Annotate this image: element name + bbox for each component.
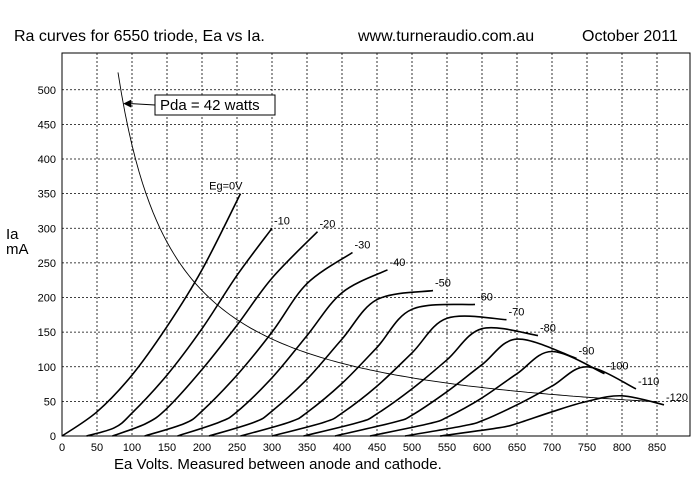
series-line (439, 394, 665, 437)
x-tick-label: 50 (91, 442, 103, 454)
x-tick-label: 250 (228, 442, 246, 454)
x-tick-label: 800 (613, 442, 631, 454)
y-tick-label: 450 (38, 119, 56, 131)
series-label: -40 (390, 257, 406, 269)
website-url: www.turneraudio.com.au (358, 28, 535, 45)
x-tick-label: 700 (543, 442, 561, 454)
y-tick-label: 500 (38, 85, 56, 97)
grid (62, 53, 690, 436)
y-tick-label: 150 (38, 327, 56, 339)
series-line (144, 251, 353, 437)
x-tick-label: 150 (158, 442, 176, 454)
y-axis-label-line2: mA (6, 241, 29, 258)
plot-frame (61, 52, 691, 437)
chart-date: October 2011 (582, 28, 678, 45)
series-label: Eg=0V (209, 181, 243, 193)
pda-curve-line (117, 72, 658, 403)
series-line (303, 326, 539, 437)
series-label: -110 (638, 376, 659, 388)
x-tick-label: 450 (368, 442, 386, 454)
x-tick-label: 600 (473, 442, 491, 454)
series-line (404, 365, 637, 437)
triode-curves (61, 193, 665, 437)
x-tick-label: 300 (263, 442, 281, 454)
series-line (61, 193, 242, 437)
series-label: -50 (435, 278, 451, 290)
curve-labels: Eg=0V -10 -20 -30 -40 -50 -60 -70 -80 -90 -100 -110… (209, 181, 688, 404)
series-line (112, 231, 319, 437)
x-tick-label: 550 (438, 442, 456, 454)
series-line (177, 269, 388, 437)
y-tick-label: 100 (38, 362, 56, 374)
series-line (208, 289, 434, 437)
series-label: -10 (274, 215, 290, 227)
series-line (240, 303, 476, 437)
x-tick-label: 400 (333, 442, 351, 454)
pda-arrow-head (123, 99, 132, 108)
x-tick-label: 750 (578, 442, 596, 454)
pda-arrow-line (131, 103, 156, 106)
series-label: -80 (540, 323, 556, 335)
y-tick-label: 250 (38, 258, 56, 270)
y-tick-label: 350 (38, 189, 56, 201)
pda-label: Pda = 42 watts (160, 97, 260, 114)
x-axis-label: Ea Volts. Measured between anode and cat… (114, 456, 442, 473)
x-tick-label: 200 (193, 442, 211, 454)
y-tick-label: 200 (38, 293, 56, 305)
y-tick-label: 0 (50, 431, 56, 443)
series-label: -70 (509, 307, 525, 319)
x-tick-label: 350 (298, 442, 316, 454)
x-tick-label: 100 (123, 442, 141, 454)
chart-title: Ra curves for 6550 triode, Ea vs Ia. (14, 28, 265, 45)
y-axis-label-line1: Ia (6, 226, 19, 243)
y-tick-label: 50 (44, 396, 56, 408)
series-line (369, 350, 605, 437)
series-line (86, 227, 273, 437)
pda-curve: Pda = 42 watts (117, 72, 658, 403)
x-tick-label: 650 (508, 442, 526, 454)
series-label: -20 (320, 219, 336, 231)
x-tick-label: 850 (648, 442, 666, 454)
y-tick-label: 400 (38, 154, 56, 166)
series-label: -120 (666, 392, 688, 404)
tick-labels: 0 50 100 150 200 250 300 350 400 450 500 550 600 650 7… (38, 85, 667, 454)
x-tick-label: 500 (403, 442, 421, 454)
y-tick-label: 300 (38, 223, 56, 235)
series-line (334, 338, 577, 437)
series-label: -30 (355, 239, 371, 251)
series-label: -100 (607, 361, 629, 373)
series-label: -90 (579, 345, 595, 357)
x-tick-label: 0 (59, 442, 65, 454)
series-label: -60 (477, 291, 493, 303)
series-line (271, 315, 507, 437)
